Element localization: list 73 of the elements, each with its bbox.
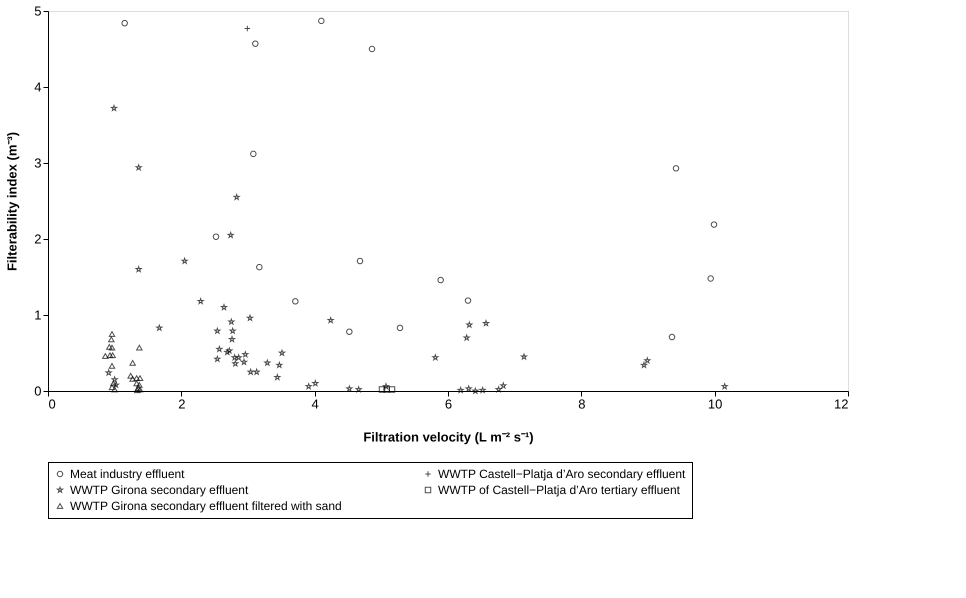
point bbox=[668, 334, 676, 340]
point bbox=[136, 386, 144, 392]
point bbox=[136, 375, 144, 381]
point bbox=[106, 344, 113, 350]
point bbox=[346, 328, 353, 335]
point bbox=[707, 275, 714, 282]
point bbox=[220, 304, 228, 310]
point bbox=[318, 18, 325, 24]
point bbox=[110, 105, 118, 111]
point bbox=[110, 380, 117, 386]
legend-label: WWTP Castell−Platja d’Aro secondary effluent bbox=[438, 467, 686, 481]
point bbox=[127, 372, 134, 379]
legend-label: Meat industry effluent bbox=[70, 467, 186, 481]
point bbox=[368, 46, 376, 52]
point bbox=[482, 320, 490, 326]
point bbox=[108, 363, 116, 369]
point bbox=[212, 233, 220, 240]
point bbox=[129, 360, 136, 366]
x-tick-label: 6 bbox=[444, 396, 452, 412]
point bbox=[112, 382, 120, 388]
x-axis-title: Filtration velocity (L m⁻² s⁻¹) bbox=[363, 430, 534, 444]
point bbox=[108, 384, 116, 390]
point bbox=[106, 352, 114, 358]
y-tick-label: 1 bbox=[34, 308, 42, 322]
x-tick-label: 4 bbox=[312, 396, 319, 412]
point bbox=[111, 386, 118, 392]
point bbox=[256, 264, 263, 270]
point bbox=[134, 385, 142, 391]
x-tick-label: 0 bbox=[48, 396, 56, 412]
point bbox=[396, 324, 404, 332]
point bbox=[136, 344, 143, 351]
y-axis-title: Filterability index (m⁻³) bbox=[4, 132, 20, 272]
point bbox=[383, 386, 390, 393]
point bbox=[378, 386, 386, 393]
legend-label: WWTP Girona secondary effluent filtered with sand bbox=[70, 499, 342, 513]
y-tick-label: 3 bbox=[34, 156, 42, 170]
legend-label: WWTP of Castell−Platja d’Aro tertiary effluent bbox=[438, 483, 681, 497]
x-tick-label: 10 bbox=[708, 396, 722, 412]
point bbox=[640, 362, 648, 368]
point bbox=[250, 150, 257, 158]
point bbox=[292, 298, 299, 305]
point bbox=[133, 375, 140, 381]
point bbox=[382, 383, 390, 390]
point bbox=[136, 382, 143, 388]
y-tick-label: 2 bbox=[34, 232, 42, 246]
point bbox=[228, 336, 236, 342]
point bbox=[133, 380, 140, 386]
point bbox=[437, 276, 444, 284]
y-tick-label: 0 bbox=[34, 384, 42, 398]
point bbox=[246, 314, 254, 321]
point bbox=[108, 331, 116, 337]
point bbox=[109, 352, 116, 358]
point bbox=[108, 344, 116, 351]
x-tick-label: 8 bbox=[578, 396, 586, 412]
point bbox=[108, 336, 115, 342]
point bbox=[129, 376, 136, 382]
point bbox=[240, 358, 248, 365]
point bbox=[672, 165, 680, 172]
point bbox=[388, 386, 396, 393]
x-tick-label: 12 bbox=[834, 396, 848, 412]
point bbox=[464, 297, 472, 304]
y-tick-label: 5 bbox=[34, 4, 42, 18]
point bbox=[278, 350, 286, 356]
point bbox=[710, 221, 718, 228]
point bbox=[121, 20, 128, 26]
point bbox=[134, 387, 141, 394]
point bbox=[252, 40, 259, 47]
point bbox=[102, 353, 109, 359]
x-tick-label: 2 bbox=[178, 396, 186, 412]
point bbox=[356, 258, 364, 264]
y-tick-label: 4 bbox=[34, 80, 42, 94]
point bbox=[520, 354, 528, 360]
legend-label: WWTP Girona secondary effluent bbox=[70, 483, 249, 497]
